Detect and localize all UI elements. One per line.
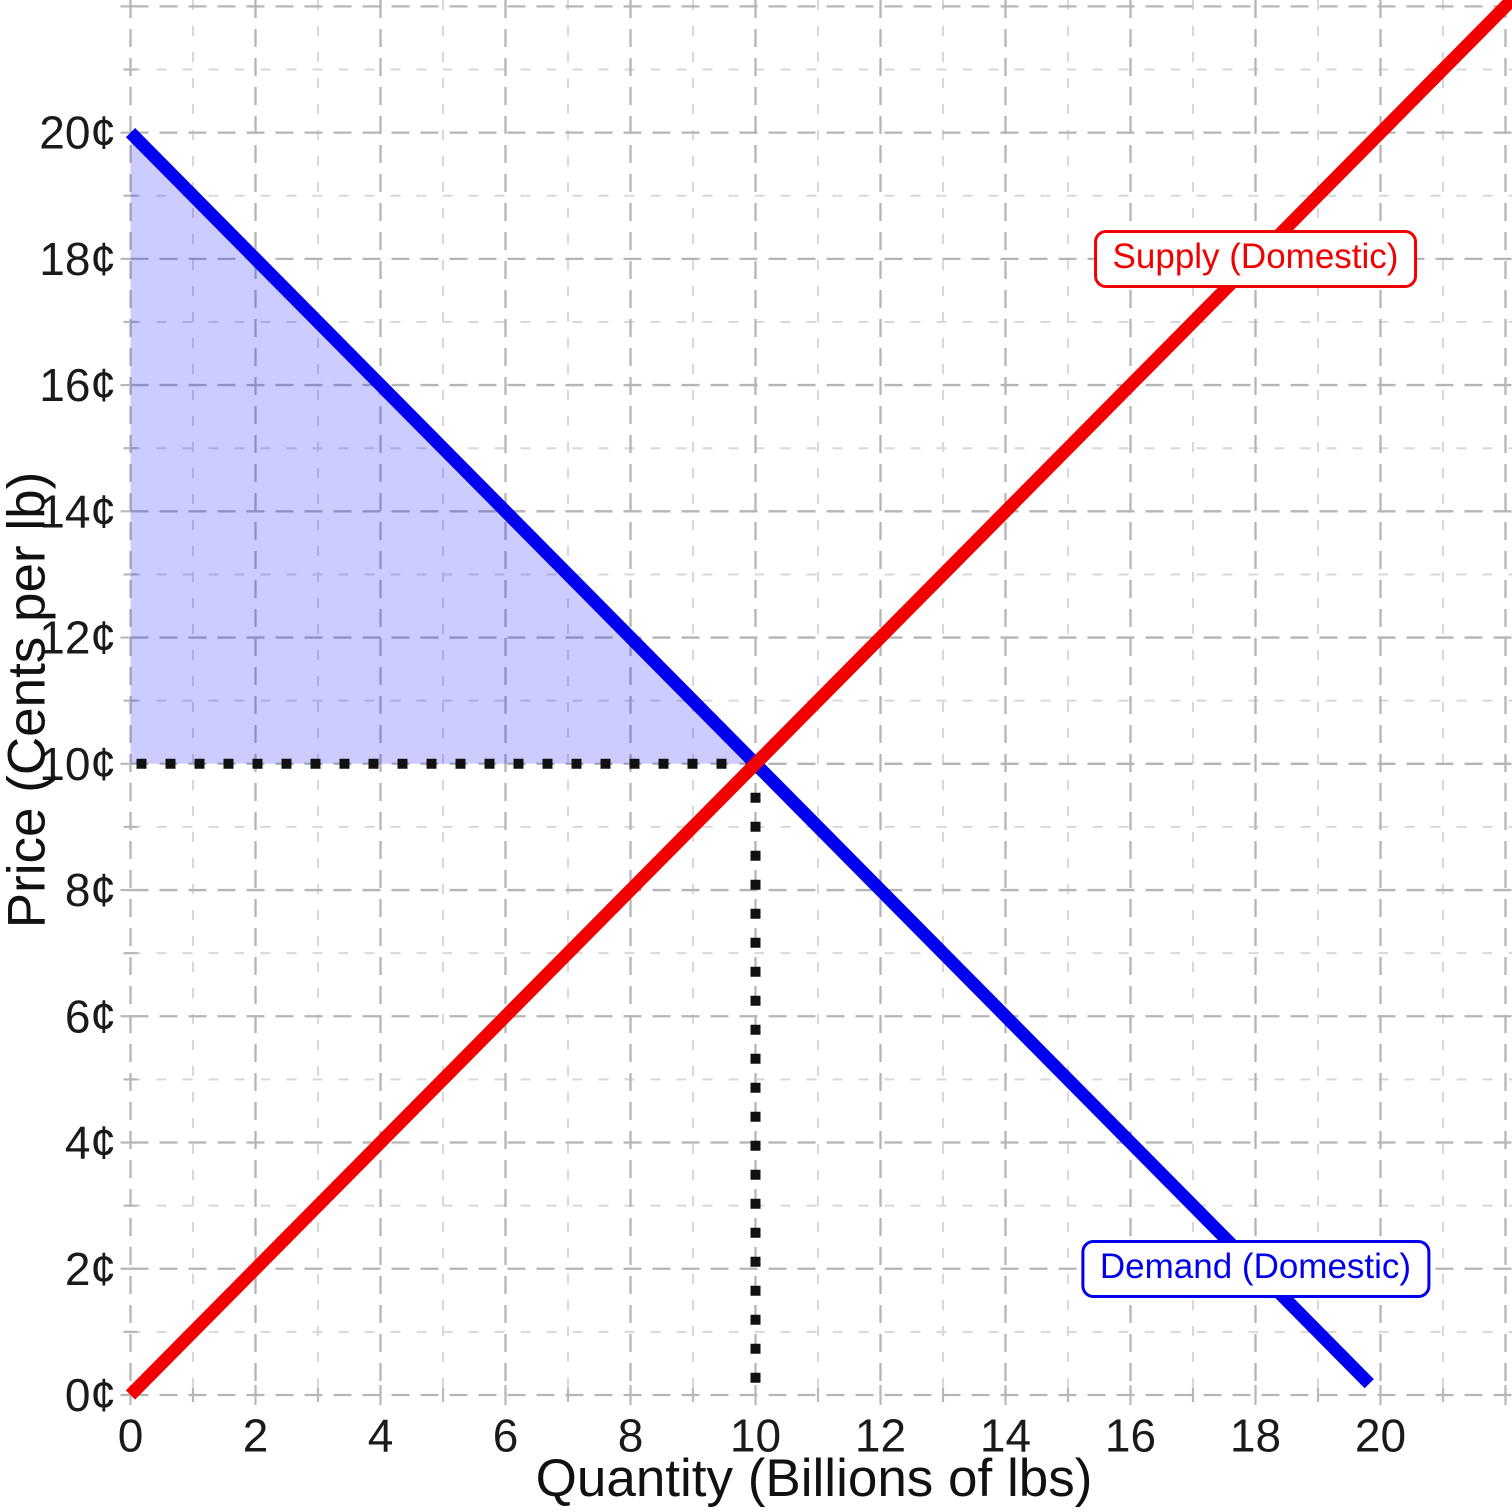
y-tick-label: 8¢ <box>65 864 116 916</box>
x-tick-label: 4 <box>368 1410 394 1462</box>
y-tick-label: 6¢ <box>65 990 116 1042</box>
x-tick-label: 18 <box>1230 1410 1281 1462</box>
y-tick-label: 2¢ <box>65 1243 116 1295</box>
x-tick-label: 16 <box>1105 1410 1156 1462</box>
x-tick-label: 0 <box>118 1410 144 1462</box>
gridlines-minor <box>130 0 1512 1395</box>
y-tick-label: 20¢ <box>39 107 116 159</box>
y-tick-label: 4¢ <box>65 1117 116 1169</box>
y-tick-label: 16¢ <box>39 359 116 411</box>
y-tick-label: 14¢ <box>39 485 116 537</box>
x-tick-label: 14 <box>980 1410 1031 1462</box>
y-tick-labels: 0¢ 2¢ 4¢ 6¢ 8¢ 10¢ 12¢ 14¢ 16¢ 18¢ 20¢ <box>39 107 116 1421</box>
demand-line <box>125 128 1374 1389</box>
y-tick-label: 10¢ <box>39 738 116 790</box>
demand-line-label: Demand (Domestic) <box>1080 1239 1431 1298</box>
x-tick-label: 2 <box>243 1410 269 1462</box>
axis-ticks <box>120 5 1507 1405</box>
x-tick-label: 12 <box>855 1410 906 1462</box>
x-tick-label: 6 <box>493 1410 519 1462</box>
y-tick-label: 12¢ <box>39 612 116 664</box>
y-tick-label: 18¢ <box>39 233 116 285</box>
x-tick-labels: 0 2 4 6 8 10 12 14 16 18 20 <box>118 1410 1406 1462</box>
x-tick-label: 8 <box>618 1410 644 1462</box>
x-tick-label: 20 <box>1355 1410 1406 1462</box>
supply-line <box>125 0 1512 1400</box>
y-axis-title: Price (Cents per lb) <box>0 471 57 929</box>
x-axis-title: Quantity (Billions of lbs) <box>535 1449 1093 1508</box>
supply-line-label: Supply (Domestic) <box>1093 229 1418 288</box>
x-tick-label: 10 <box>730 1410 781 1462</box>
y-tick-label: 0¢ <box>65 1369 116 1421</box>
